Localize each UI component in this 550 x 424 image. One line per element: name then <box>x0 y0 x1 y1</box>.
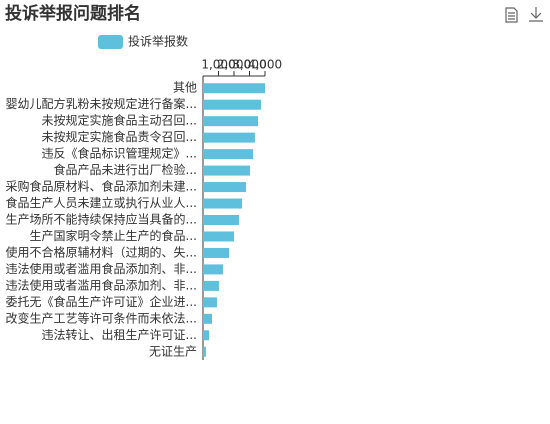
bar <box>203 132 255 143</box>
bar <box>203 149 254 160</box>
y-tick-label: 违反《食品标识管理规定》... <box>42 146 197 161</box>
bar <box>203 165 250 176</box>
y-tick-label: 改变生产工艺等许可条件而未依法... <box>6 310 197 325</box>
bar <box>203 313 212 324</box>
y-tick-label: 生产国家明令禁止生产的食品... <box>30 228 197 243</box>
bar <box>203 280 219 291</box>
y-tick-label: 采购食品原材料、食品添加剂未建... <box>6 179 197 194</box>
y-tick-label: 未按规定实施食品主动召回... <box>42 113 197 128</box>
x-tick-label: 2,000 <box>217 58 251 72</box>
y-tick-label: 委托无《食品生产许可证》企业进... <box>6 294 197 309</box>
data-view-icon[interactable] <box>505 7 518 23</box>
bar <box>203 83 265 94</box>
bar <box>203 297 217 308</box>
y-tick-label: 其他 <box>173 81 197 95</box>
bar <box>203 182 246 193</box>
bar <box>203 198 243 209</box>
x-tick-label: 4,000 <box>248 58 282 72</box>
legend-swatch <box>98 35 123 49</box>
toolbox[interactable] <box>505 7 543 23</box>
y-tick-label: 违法转让、出租生产许可证... <box>42 327 197 342</box>
bar <box>203 116 259 127</box>
bar <box>203 99 261 110</box>
chart-title: 投诉举报问题排名 <box>5 3 141 24</box>
bar <box>203 346 206 357</box>
y-tick-label: 婴幼儿配方乳粉未按规定进行备案... <box>6 96 197 111</box>
bar <box>203 264 223 275</box>
bar <box>203 330 210 341</box>
y-tick-label: 生产场所不能持续保持应当具备的... <box>6 212 197 227</box>
y-tick-label: 食品产品未进行出厂检验... <box>54 162 197 177</box>
y-tick-label: 无证生产 <box>149 344 197 358</box>
bar <box>203 231 234 242</box>
legend-label: 投诉举报数 <box>128 34 188 49</box>
save-icon[interactable] <box>529 7 543 22</box>
y-tick-label: 违法使用或者滥用食品添加剂、非... <box>6 277 197 292</box>
bar <box>203 215 239 225</box>
bar <box>203 247 230 258</box>
y-tick-label: 食品生产人员未建立或执行从业人... <box>6 195 197 210</box>
y-tick-label: 违法使用或者滥用食品添加剂、非... <box>6 261 197 276</box>
y-tick-label: 未按规定实施食品责令召回... <box>42 129 197 144</box>
x-tick-label: 1,000 <box>201 58 235 72</box>
y-tick-label: 使用不合格原辅材料（过期的、失... <box>6 244 197 259</box>
x-tick-label: 3,000 <box>232 58 266 72</box>
